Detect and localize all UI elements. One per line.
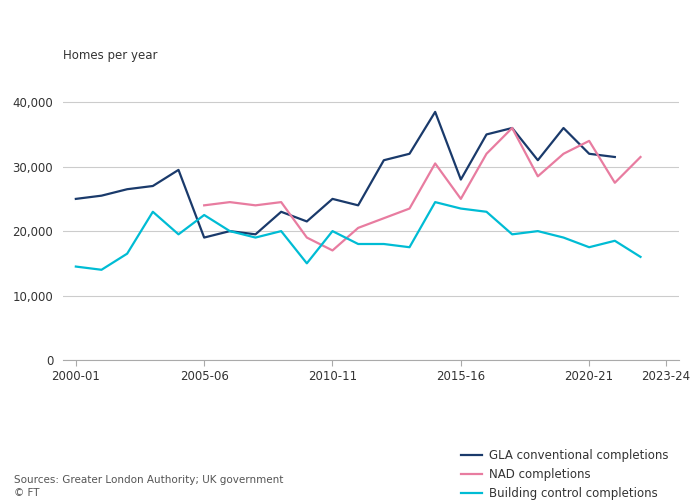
Building control completions [71, 264, 80, 270]
GLA conventional completions [508, 125, 517, 131]
Building control completions [174, 232, 183, 237]
Line: Building control completions: Building control completions [76, 202, 641, 270]
GLA conventional completions [482, 132, 491, 138]
NAD completions [225, 199, 234, 205]
GLA conventional completions [200, 234, 209, 240]
NAD completions [379, 215, 388, 221]
Building control completions [123, 250, 132, 256]
Building control completions [277, 228, 286, 234]
Building control completions [97, 267, 106, 273]
NAD completions [431, 160, 440, 166]
NAD completions [405, 206, 414, 212]
NAD completions [302, 234, 311, 240]
Text: © FT: © FT [14, 488, 39, 498]
Building control completions [585, 244, 594, 250]
Building control completions [533, 228, 542, 234]
GLA conventional completions [97, 192, 106, 198]
GLA conventional completions [456, 176, 465, 182]
GLA conventional completions [277, 209, 286, 215]
Line: GLA conventional completions: GLA conventional completions [76, 112, 615, 238]
Building control completions [328, 228, 337, 234]
GLA conventional completions [302, 218, 311, 224]
GLA conventional completions [148, 183, 157, 189]
Building control completions [354, 241, 363, 247]
GLA conventional completions [328, 196, 337, 202]
NAD completions [251, 202, 260, 208]
NAD completions [354, 225, 363, 231]
Line: NAD completions: NAD completions [204, 128, 640, 250]
Building control completions [225, 228, 234, 234]
NAD completions [200, 202, 209, 208]
NAD completions [610, 180, 619, 186]
NAD completions [533, 174, 542, 180]
Text: Homes per year: Homes per year [63, 50, 158, 62]
GLA conventional completions [251, 232, 260, 237]
GLA conventional completions [225, 228, 234, 234]
Building control completions [636, 254, 645, 260]
Text: Sources: Greater London Authority; UK government: Sources: Greater London Authority; UK go… [14, 475, 284, 485]
Building control completions [200, 212, 209, 218]
GLA conventional completions [431, 109, 440, 115]
Building control completions [610, 238, 619, 244]
Building control completions [431, 199, 440, 205]
GLA conventional completions [533, 157, 542, 163]
GLA conventional completions [610, 154, 619, 160]
Building control completions [379, 241, 388, 247]
NAD completions [456, 196, 465, 202]
Legend: GLA conventional completions, NAD completions, Building control completions: GLA conventional completions, NAD comple… [456, 444, 673, 500]
Building control completions [302, 260, 311, 266]
Building control completions [405, 244, 414, 250]
NAD completions [508, 125, 517, 131]
GLA conventional completions [379, 157, 388, 163]
Building control completions [148, 209, 157, 215]
NAD completions [482, 151, 491, 157]
Building control completions [559, 234, 568, 240]
GLA conventional completions [354, 202, 363, 208]
GLA conventional completions [123, 186, 132, 192]
GLA conventional completions [174, 167, 183, 173]
GLA conventional completions [585, 151, 594, 157]
Building control completions [508, 232, 517, 237]
NAD completions [585, 138, 594, 144]
NAD completions [277, 199, 286, 205]
Building control completions [482, 209, 491, 215]
Building control completions [251, 234, 260, 240]
GLA conventional completions [405, 151, 414, 157]
NAD completions [559, 151, 568, 157]
Building control completions [456, 206, 465, 212]
NAD completions [636, 154, 645, 160]
GLA conventional completions [71, 196, 80, 202]
GLA conventional completions [559, 125, 568, 131]
NAD completions [328, 248, 337, 254]
